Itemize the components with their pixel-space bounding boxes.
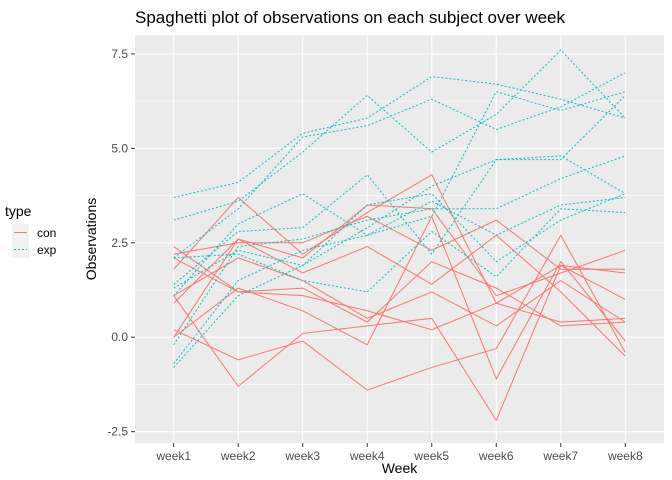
x-tick-label: week2 — [220, 449, 256, 463]
legend-label-con: con — [37, 226, 56, 240]
y-tick-label: -2.5 — [107, 425, 128, 439]
series-line-exp-13 — [173, 72, 626, 259]
series-line-con-1 — [173, 234, 626, 391]
x-axis-title: Week — [382, 460, 419, 476]
series-line-exp-15 — [173, 95, 626, 285]
plot-panel — [135, 35, 664, 443]
series-line-con-3 — [173, 257, 626, 331]
y-tick-label: 7.5 — [111, 47, 128, 61]
series-line-exp-18 — [173, 155, 626, 368]
y-axis-ticks: -2.5 0.0 2.5 5.0 7.5 — [107, 47, 135, 439]
series-line-con-10 — [173, 215, 626, 270]
series-line-exp-17 — [173, 155, 626, 346]
series-line-exp-12 — [173, 49, 626, 221]
legend-key-exp — [12, 241, 29, 258]
series-line-con-7 — [173, 246, 626, 327]
x-tick-label: week4 — [349, 449, 385, 463]
x-tick-label: week8 — [607, 449, 643, 463]
chart-title: Spaghetti plot of observations on each s… — [135, 8, 565, 27]
legend: type con exp — [5, 203, 57, 258]
series-lines — [173, 49, 626, 422]
x-tick-label: week7 — [542, 449, 578, 463]
legend-entries: con exp — [12, 224, 57, 258]
series-line-exp-16 — [173, 196, 626, 364]
grid-major — [135, 35, 664, 443]
x-axis-ticks: week1 week2 week3 week4 week5 week6 week7 week8 — [155, 443, 643, 463]
y-tick-label: 5.0 — [111, 141, 128, 155]
x-tick-label: week1 — [155, 449, 191, 463]
series-line-exp-20 — [173, 208, 626, 293]
legend-title: type — [5, 203, 32, 219]
series-line-exp-19 — [173, 193, 626, 289]
y-tick-label: 2.5 — [111, 236, 128, 250]
x-tick-label: week3 — [284, 449, 320, 463]
x-tick-label: week6 — [478, 449, 514, 463]
series-line-con-4 — [173, 174, 626, 323]
series-line-con-8 — [173, 215, 626, 380]
series-line-con-6 — [173, 234, 626, 357]
series-line-con-9 — [173, 257, 626, 327]
series-line-con-2 — [173, 264, 626, 422]
x-tick-label: week5 — [413, 449, 449, 463]
legend-label-exp: exp — [37, 243, 57, 257]
y-tick-label: 0.0 — [111, 330, 128, 344]
y-axis-title: Observations — [83, 198, 99, 280]
series-line-exp-14 — [173, 91, 626, 297]
